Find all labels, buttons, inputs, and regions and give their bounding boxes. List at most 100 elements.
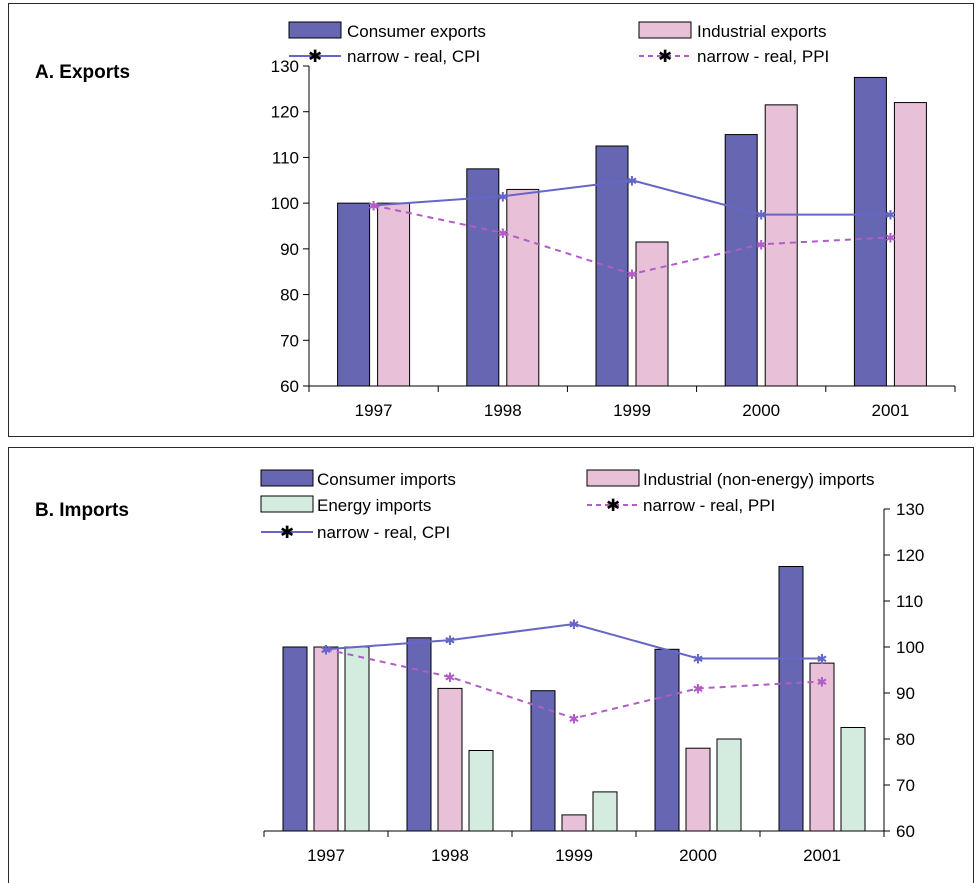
line-narrow-real-ppi [373, 204, 891, 276]
y-tick-label: 70 [280, 331, 299, 350]
bar-energy-imports [840, 727, 866, 832]
legend-label-energy-imports: Energy imports [317, 496, 431, 515]
bar-consumer-imports [282, 646, 308, 832]
bar-consumer-imports [406, 637, 432, 832]
imports-plot-area: 60 70 80 90 100 110 120 130 1997 1998 1999 2000 2001… [263, 500, 924, 865]
x-tick-label: 2000 [679, 846, 717, 865]
point-narrow-real-ppi: ✱ [569, 711, 580, 726]
exports-panel-title: A. Exports [35, 62, 131, 83]
point-narrow-real-cpi: ✱ [756, 208, 767, 223]
legend-swatch-consumer-exports [288, 21, 342, 39]
legend-label-ppi-b: narrow - real, PPI [643, 496, 775, 515]
bar-consumer-imports [530, 690, 556, 832]
legend-swatch-energy-imports [260, 495, 314, 513]
imports-legend: Consumer imports Industrial (non-energy)… [260, 469, 874, 542]
y-tick-label: 130 [896, 500, 924, 519]
legend-marker-cpi-b: ✱ [280, 523, 294, 542]
point-narrow-real-cpi: ✱ [321, 642, 332, 657]
x-tick-label: 2000 [742, 401, 780, 420]
point-narrow-real-cpi: ✱ [497, 189, 508, 204]
exports-legend: Consumer exports Industrial exports ✱ na… [288, 21, 829, 66]
bar-industrial-non-energy-imports [809, 662, 835, 832]
x-tick-label: 1997 [355, 401, 393, 420]
legend-swatch-industrial-exports [638, 21, 692, 39]
bar-consumer-exports [337, 202, 371, 387]
legend-label-industrial-exports: Industrial exports [697, 22, 826, 41]
legend-label-industrial-imports: Industrial (non-energy) imports [643, 470, 874, 489]
x-tick-label: 1998 [484, 401, 522, 420]
point-narrow-real-ppi: ✱ [627, 267, 638, 282]
legend-label-consumer-imports: Consumer imports [317, 470, 456, 489]
y-tick-label: 110 [896, 592, 923, 611]
bar-industrial-non-energy-imports [561, 814, 587, 832]
bar-energy-imports [716, 738, 742, 832]
x-tick-label: 2001 [803, 846, 841, 865]
x-tick-label: 1997 [307, 846, 345, 865]
y-tick-label: 130 [271, 57, 299, 76]
point-narrow-real-ppi: ✱ [756, 237, 767, 252]
point-narrow-real-ppi: ✱ [817, 675, 828, 690]
bar-industrial-non-energy-imports [685, 747, 711, 832]
bar-industrial-exports [764, 104, 798, 387]
bar-consumer-exports [724, 134, 758, 387]
legend-swatch-consumer-imports [260, 469, 314, 487]
y-tick-label: 70 [896, 776, 915, 795]
y-tick-label: 120 [271, 103, 299, 122]
point-narrow-real-ppi: ✱ [368, 198, 379, 213]
line-narrow-real-ppi [325, 648, 823, 720]
legend-label-cpi-b: narrow - real, CPI [317, 523, 450, 542]
imports-panel: B. Imports Consumer imports Industrial (… [8, 447, 974, 883]
bar-consumer-imports [778, 566, 804, 832]
point-narrow-real-cpi: ✱ [627, 173, 638, 188]
point-narrow-real-cpi: ✱ [569, 617, 580, 632]
bar-consumer-imports [654, 648, 680, 832]
point-narrow-real-cpi: ✱ [885, 208, 896, 223]
legend-swatch-industrial-imports [586, 469, 640, 487]
point-narrow-real-cpi: ✱ [817, 652, 828, 667]
point-narrow-real-ppi: ✱ [885, 230, 896, 245]
bar-energy-imports [344, 646, 370, 832]
bar-consumer-exports [853, 76, 887, 387]
bar-energy-imports [468, 750, 494, 832]
x-tick-label: 1998 [431, 846, 469, 865]
y-tick-label: 60 [280, 377, 299, 396]
y-tick-label: 80 [896, 730, 915, 749]
legend-marker-cpi: ✱ [308, 47, 322, 66]
point-narrow-real-cpi: ✱ [693, 652, 704, 667]
line-narrow-real-cpi [373, 179, 891, 216]
imports-panel-title: B. Imports [35, 500, 129, 521]
x-tick-label: 1999 [613, 401, 651, 420]
bar-consumer-exports [595, 145, 629, 387]
legend-label-consumer-exports: Consumer exports [347, 22, 486, 41]
exports-chart: Consumer exports Industrial exports ✱ na… [271, 21, 956, 420]
legend-marker-ppi-b: ✱ [606, 496, 620, 515]
bar-energy-imports [592, 791, 618, 832]
point-narrow-real-ppi: ✱ [693, 681, 704, 696]
legend-label-cpi: narrow - real, CPI [347, 47, 480, 66]
bar-industrial-exports [377, 202, 411, 387]
legend-marker-ppi: ✱ [658, 47, 672, 66]
bar-consumer-exports [466, 168, 500, 387]
x-tick-label: 1999 [555, 846, 593, 865]
bar-industrial-exports [893, 102, 927, 387]
point-narrow-real-cpi: ✱ [445, 633, 456, 648]
y-tick-label: 60 [896, 822, 915, 841]
point-narrow-real-ppi: ✱ [445, 670, 456, 685]
point-narrow-real-ppi: ✱ [497, 226, 508, 241]
y-tick-label: 90 [280, 240, 299, 259]
y-tick-label: 100 [896, 638, 924, 657]
x-tick-label: 2001 [871, 401, 909, 420]
legend-label-ppi: narrow - real, PPI [697, 47, 829, 66]
line-narrow-real-cpi [325, 622, 822, 660]
bar-industrial-exports [635, 241, 669, 387]
y-tick-label: 80 [280, 286, 299, 305]
exports-panel: A. Exports Consumer exports Industrial e… [8, 3, 974, 437]
imports-chart: Consumer imports Industrial (non-energy)… [260, 469, 924, 865]
bar-industrial-non-energy-imports [313, 646, 339, 832]
y-tick-label: 110 [272, 148, 299, 167]
y-tick-label: 100 [271, 194, 299, 213]
exports-plot-area: 60 70 80 90 100 110 120 130 1997 1998 1999 2000 2001… [271, 57, 956, 420]
bar-industrial-exports [506, 188, 540, 387]
y-tick-label: 90 [896, 684, 915, 703]
bar-industrial-non-energy-imports [437, 687, 463, 832]
